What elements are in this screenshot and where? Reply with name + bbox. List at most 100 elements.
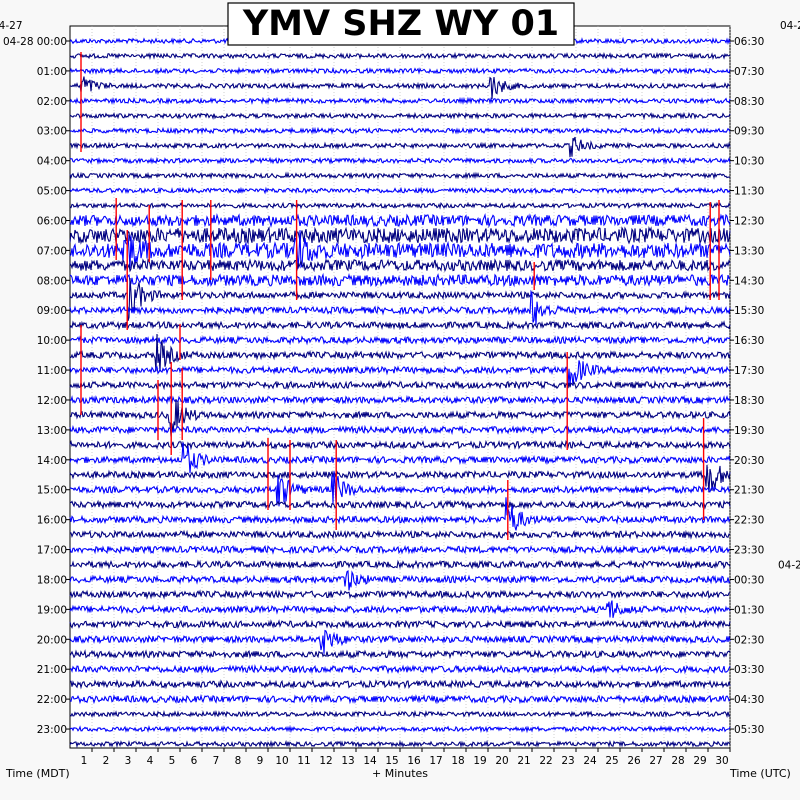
x-tick-label: 8 [235, 755, 242, 767]
x-tick-label: 17 [429, 755, 442, 767]
seismic-trace [69, 529, 731, 540]
seismic-trace [69, 66, 731, 76]
seismic-trace [69, 360, 731, 386]
seismic-trace [69, 679, 731, 690]
right-hour-label: 08:30 [734, 96, 764, 108]
left-hour-label: 21:00 [37, 664, 67, 676]
seismic-trace [69, 289, 731, 325]
seismic-trace [69, 600, 731, 618]
right-hour-label: 18:30 [734, 395, 764, 407]
left-hour-label: 14:00 [37, 455, 67, 467]
x-tick-label: 10 [275, 755, 288, 767]
seismic-trace [69, 96, 731, 105]
left-hour-label: 13:00 [37, 425, 67, 437]
seismic-trace [69, 111, 731, 121]
x-tick-label: 24 [583, 755, 597, 767]
seismic-trace [69, 126, 731, 135]
left-hour-label: 11:00 [37, 365, 67, 377]
left-hour-label: 07:00 [37, 245, 67, 257]
left-hour-label: 22:00 [37, 694, 67, 706]
seismic-trace [69, 442, 731, 474]
left-hour-label: 08:00 [37, 275, 67, 287]
seismic-trace [69, 213, 731, 228]
right-date-label: 04-29 [778, 560, 800, 572]
right-hour-label: 21:30 [734, 485, 764, 497]
right-hour-label: 17:30 [734, 365, 764, 377]
seismic-trace [69, 186, 731, 195]
chart-title-group: YMV SHZ WY 01 [227, 2, 575, 46]
x-tick-label: 21 [517, 755, 530, 767]
left-hour-label: 18:00 [37, 574, 67, 586]
right-hour-label: 22:30 [734, 515, 764, 527]
seismic-trace [69, 464, 731, 493]
x-tick-label: 19 [473, 755, 486, 767]
right-hour-label: 01:30 [734, 604, 764, 616]
right-hour-label: 23:30 [734, 545, 764, 557]
seismic-trace [69, 136, 731, 158]
left-date-label: 04-27 [0, 20, 23, 32]
seismic-trace [69, 629, 731, 654]
seismic-trace [69, 709, 731, 719]
left-hour-label: 01:00 [37, 66, 67, 78]
x-tick-label: 28 [671, 755, 684, 767]
left-hour-label: 23:00 [37, 724, 67, 736]
left-hour-label: 04:00 [37, 156, 67, 168]
seismic-trace [69, 230, 731, 269]
x-tick-label: 26 [627, 755, 641, 767]
seismic-trace [69, 619, 731, 630]
x-tick-label: 18 [451, 755, 464, 767]
chart-title: YMV SHZ WY 01 [242, 4, 559, 44]
right-hour-label: 15:30 [734, 305, 764, 317]
seismic-trace [69, 569, 731, 591]
left-hour-label: 06:00 [37, 215, 67, 227]
seismic-trace [69, 739, 731, 749]
seismic-trace [69, 51, 731, 60]
x-tick-label: 3 [125, 755, 132, 767]
right-hour-label: 19:30 [734, 425, 764, 437]
right-hour-label: 14:30 [734, 275, 764, 287]
seismic-trace [69, 724, 731, 734]
right-hour-label: 04:30 [734, 694, 764, 706]
seismic-trace [69, 272, 731, 288]
left-hour-label: 20:00 [37, 634, 67, 646]
x-tick-label: 5 [169, 755, 176, 767]
right-hour-label: 00:30 [734, 574, 764, 586]
x-tick-label: 9 [257, 755, 264, 767]
left-hour-label: 03:00 [37, 126, 67, 138]
seismic-trace [69, 439, 731, 451]
axes: 1 2 3 4 5 6 7 8 9 10 11 12 13 14 15 16 17 18 19 20 21 22 23 24 2… [0, 20, 800, 767]
seismic-trace [69, 226, 731, 245]
left-hour-label: 10:00 [37, 335, 67, 347]
x-tick-label: 15 [385, 755, 398, 767]
x-tick-label: 14 [363, 755, 377, 767]
seismic-trace [69, 693, 731, 705]
x-tick-label: 22 [539, 755, 552, 767]
seismic-trace [69, 499, 731, 510]
seismic-trace [69, 258, 731, 273]
x-tick-label: 13 [341, 755, 354, 767]
right-date-label: 04-28 [780, 20, 800, 32]
left-hour-label: 12:00 [37, 395, 67, 407]
x-tick-label: 29 [693, 755, 706, 767]
right-hour-label: 09:30 [734, 126, 764, 138]
seismic-trace [69, 664, 731, 675]
x-tick-label: 23 [561, 755, 574, 767]
left-hour-label: 05:00 [37, 186, 67, 198]
x-tick-label: 11 [297, 755, 310, 767]
right-hour-label: 11:30 [734, 186, 764, 198]
seismic-trace [69, 544, 731, 555]
x-tick-label: 1 [81, 755, 88, 767]
right-hour-label: 06:30 [734, 36, 764, 48]
right-axis-title: Time (UTC) [729, 767, 791, 780]
seismic-trace [69, 171, 731, 180]
seismic-trace [69, 379, 731, 391]
seismic-trace [69, 156, 731, 165]
x-tick-label: 16 [407, 755, 421, 767]
seismic-trace [69, 589, 731, 600]
x-tick-label: 4 [147, 755, 154, 767]
seismic-trace [70, 76, 731, 100]
left-date-label: 04-28 [3, 36, 34, 48]
right-hour-label: 20:30 [734, 455, 764, 467]
x-tick-label: 27 [649, 755, 662, 767]
x-axis-label: + Minutes [372, 767, 428, 780]
